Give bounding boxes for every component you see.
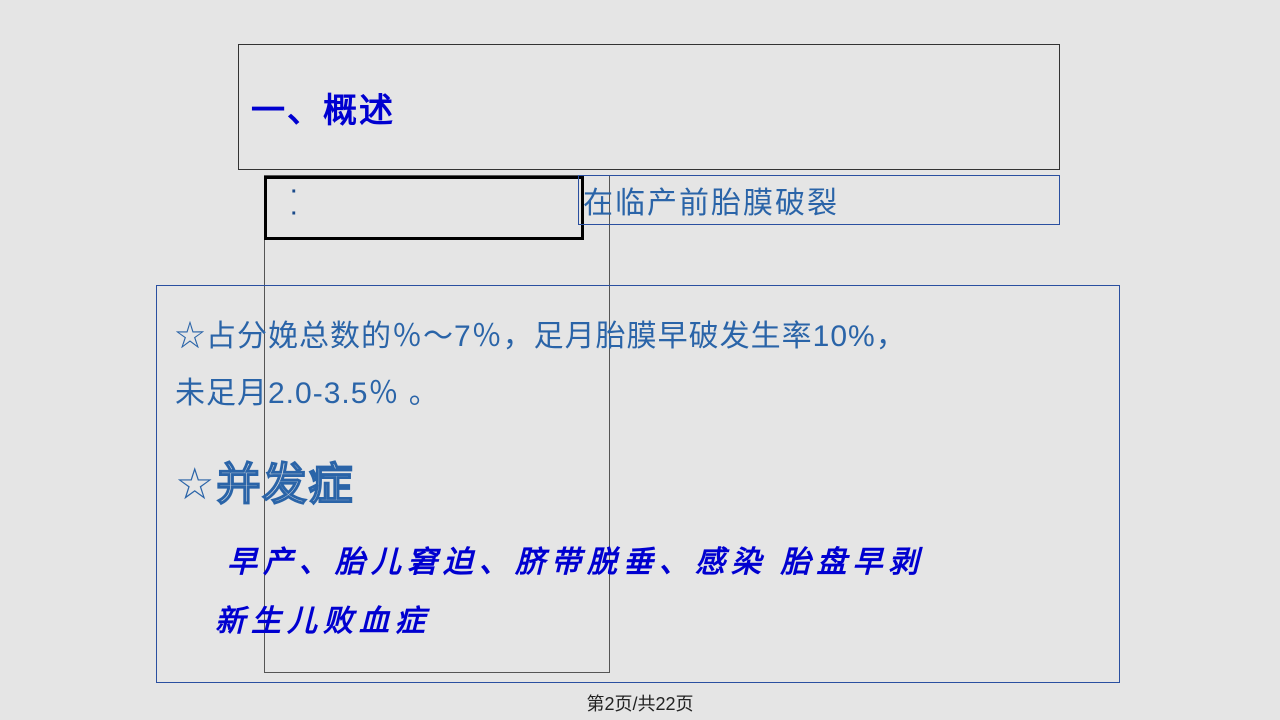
stat-line-2: 未足月2.0-3.5％ 。 (175, 365, 1101, 422)
star-icon: ☆ (175, 460, 216, 509)
title-box: 一、概述 (238, 44, 1060, 170)
subtitle-text: 在临产前胎膜破裂 (583, 178, 839, 222)
complications-line-2: 新生儿败血症 (215, 605, 431, 638)
stat-line-1: ☆占分娩总数的％～7％，足月胎膜早破发生率10%， (175, 308, 1101, 365)
bullet-dot: · (291, 181, 581, 203)
slide-title: 一、概述 (251, 83, 395, 132)
main-content-box: ☆占分娩总数的％～7％，足月胎膜早破发生率10%， 未足月2.0-3.5％ 。 … (156, 285, 1120, 683)
bullet-dot: · (291, 203, 581, 225)
complications-heading-text: 并发症 (216, 460, 354, 509)
subtitle-box: 在临产前胎膜破裂 (578, 175, 1060, 225)
complications-line-1: 早产、胎儿窘迫、脐带脱垂、感染 胎盘早剥 (227, 546, 925, 579)
indent (175, 534, 227, 593)
complications-heading: ☆并发症 (175, 448, 1101, 512)
bullet-block: · · (264, 176, 584, 240)
slide-canvas: 一、概述 · · 在临产前胎膜破裂 ☆占分娩总数的％～7％，足月胎膜早破发生率1… (0, 0, 1280, 720)
complications-body: 早产、胎儿窘迫、脐带脱垂、感染 胎盘早剥 新生儿败血症 (175, 534, 1101, 651)
page-indicator: 第2页/共22页 (0, 690, 1280, 716)
